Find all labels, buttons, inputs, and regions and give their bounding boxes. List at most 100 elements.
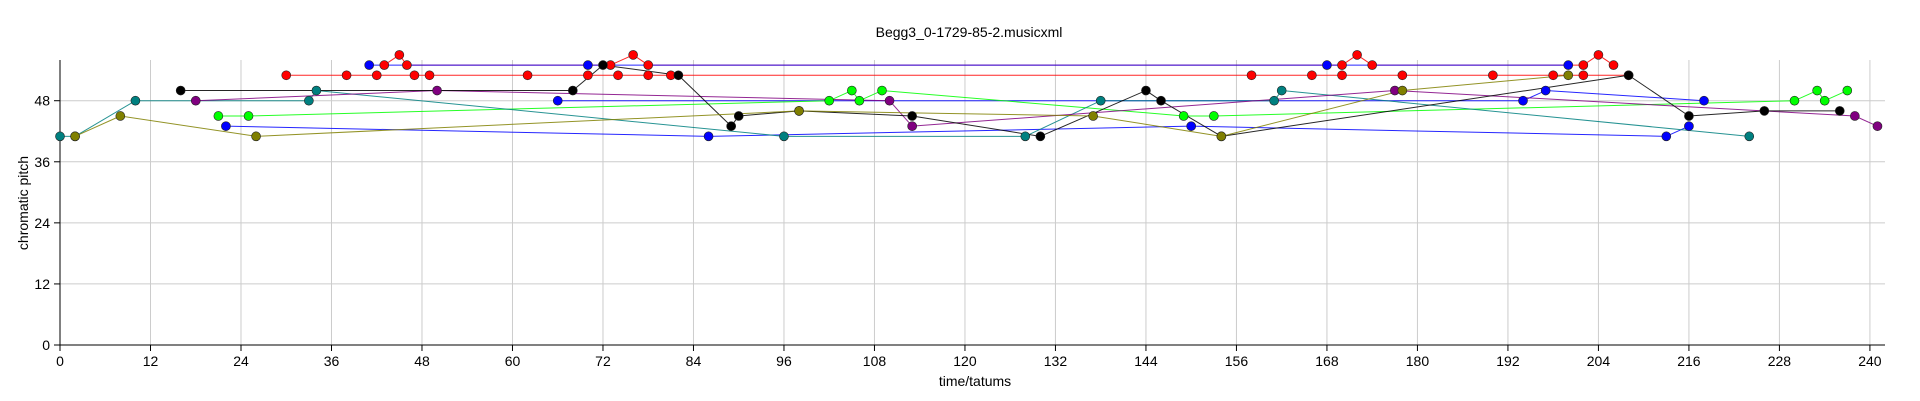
series-segment — [1688, 110, 1765, 117]
x-tick-label: 60 — [505, 353, 521, 369]
data-point — [907, 111, 917, 121]
data-point — [703, 131, 714, 142]
data-point — [1352, 50, 1362, 60]
x-tick-label: 156 — [1225, 353, 1249, 369]
y-axis-label: chromatic pitch — [15, 156, 31, 250]
x-tick-label: 168 — [1315, 353, 1339, 369]
data-point — [643, 70, 654, 81]
series-segment — [225, 125, 709, 137]
series-segment — [602, 64, 679, 76]
data-point — [1518, 95, 1528, 106]
series-segment — [1545, 90, 1705, 102]
data-point — [1540, 85, 1551, 96]
series-segment — [316, 90, 785, 137]
data-point — [847, 85, 857, 96]
data-point — [1684, 121, 1694, 131]
x-tick-label: 132 — [1044, 353, 1068, 369]
data-point — [1156, 95, 1166, 106]
data-point — [1216, 131, 1227, 142]
data-point — [1834, 106, 1845, 116]
data-point — [221, 121, 231, 131]
x-tick-label: 12 — [143, 353, 159, 369]
x-tick-label: 96 — [776, 353, 792, 369]
data-point — [1563, 70, 1574, 81]
data-point — [394, 50, 405, 60]
series-segment — [1628, 74, 1690, 117]
data-point — [1141, 85, 1151, 96]
data-point — [779, 131, 789, 142]
data-point — [1035, 131, 1046, 142]
data-point — [1819, 95, 1830, 106]
series-lines — [60, 54, 1878, 137]
data-point — [1850, 111, 1860, 121]
data-point — [1095, 95, 1106, 106]
data-point — [175, 85, 186, 96]
data-point — [55, 131, 65, 142]
x-tick-label: 180 — [1406, 353, 1430, 369]
x-tick-label: 108 — [863, 353, 887, 369]
data-point — [243, 111, 254, 121]
x-tick-label: 204 — [1587, 353, 1611, 369]
series-segment — [120, 115, 257, 137]
data-point — [281, 70, 292, 81]
y-tick-label: 36 — [34, 154, 50, 170]
x-tick-label: 144 — [1134, 353, 1158, 369]
data-point — [598, 60, 608, 70]
data-point — [1337, 60, 1347, 70]
data-point — [854, 95, 865, 106]
data-point — [1322, 60, 1332, 70]
data-point — [907, 121, 917, 131]
series-segment — [1394, 90, 1855, 117]
x-tick-label: 120 — [953, 353, 977, 369]
series-segment — [1281, 90, 1750, 137]
data-point — [251, 131, 261, 142]
y-tick-label: 0 — [42, 337, 50, 353]
data-point — [1276, 85, 1287, 96]
series-points — [55, 50, 1883, 142]
data-point — [673, 70, 684, 81]
data-point — [628, 50, 638, 60]
data-point — [794, 106, 804, 116]
x-tick-label: 0 — [56, 353, 64, 369]
series-segment — [248, 100, 830, 117]
data-point — [1812, 85, 1822, 96]
data-point — [1209, 111, 1219, 121]
series-segment — [1025, 100, 1101, 137]
data-point — [1759, 106, 1770, 116]
y-tick-label: 12 — [34, 276, 50, 292]
data-point — [1623, 70, 1634, 81]
data-point — [877, 85, 887, 96]
data-point — [1397, 70, 1408, 81]
data-point — [824, 95, 835, 106]
data-point — [409, 70, 420, 81]
data-point — [643, 60, 654, 70]
data-point — [1178, 111, 1189, 121]
x-tick-label: 228 — [1768, 353, 1792, 369]
x-tick-label: 216 — [1677, 353, 1701, 369]
series-segment — [74, 100, 136, 137]
series-segment — [1191, 125, 1667, 137]
data-point — [1548, 70, 1558, 81]
data-point — [341, 70, 352, 81]
data-point — [424, 70, 435, 81]
data-point — [1186, 121, 1196, 131]
series-segment — [881, 90, 1184, 117]
data-point — [1397, 85, 1408, 96]
data-point — [304, 95, 314, 106]
data-point — [190, 95, 201, 106]
series-segment — [437, 90, 890, 102]
x-tick-label: 240 — [1858, 353, 1882, 369]
x-tick-label: 84 — [686, 353, 702, 369]
data-point — [1578, 60, 1589, 70]
data-point — [311, 85, 322, 96]
series-segment — [912, 115, 1041, 137]
data-point — [1744, 131, 1755, 142]
series-segment — [1160, 100, 1222, 137]
series-segment — [799, 110, 913, 117]
series-segment — [74, 115, 121, 137]
data-point — [1789, 95, 1800, 106]
data-point — [568, 85, 578, 96]
data-point — [1246, 70, 1257, 81]
series-segment — [1221, 90, 1403, 137]
